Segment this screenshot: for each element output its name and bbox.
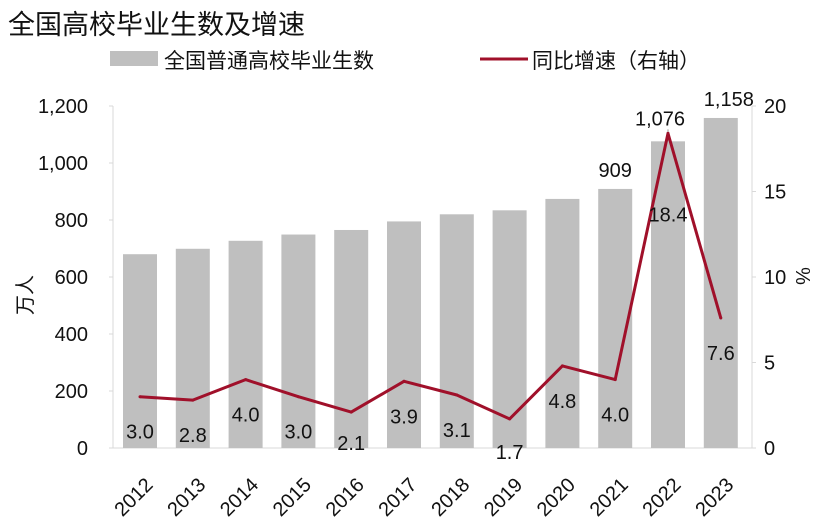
y2-tick-label: 20 bbox=[764, 96, 786, 118]
y-tick-label: 0 bbox=[77, 438, 88, 460]
line-point-2022 bbox=[666, 131, 670, 135]
x-tick-label: 2012 bbox=[111, 474, 158, 521]
y-tick-label: 200 bbox=[55, 381, 88, 403]
y-axis-label: 万人 bbox=[13, 275, 37, 315]
line-point-2020 bbox=[560, 364, 564, 368]
bar-2015 bbox=[281, 234, 316, 448]
bar-data-label: 909 bbox=[599, 160, 632, 182]
bar-2013 bbox=[175, 248, 210, 448]
x-tick-label: 2020 bbox=[533, 474, 580, 521]
y2-tick-label: 15 bbox=[764, 182, 786, 204]
bar-2021 bbox=[598, 188, 633, 448]
y2-tick-label: 5 bbox=[764, 353, 775, 375]
line-point-2021 bbox=[613, 378, 617, 382]
x-tick-label: 2016 bbox=[322, 474, 369, 521]
y2-tick-label: 10 bbox=[764, 267, 786, 289]
y2-axis-label: % bbox=[791, 267, 813, 285]
bar-2016 bbox=[334, 229, 369, 448]
bar-2023 bbox=[703, 117, 738, 448]
legend: 全国普通高校毕业生数 同比增速（右轴） bbox=[110, 49, 700, 73]
y2-tick-label: 0 bbox=[764, 438, 775, 460]
line-point-2015 bbox=[296, 395, 300, 399]
y-tick-label: 400 bbox=[55, 324, 88, 346]
x-tick-label: 2019 bbox=[480, 474, 527, 521]
line-point-2014 bbox=[244, 378, 248, 382]
line-point-2019 bbox=[508, 417, 512, 421]
line-data-label: 4.0 bbox=[601, 405, 629, 427]
bar-2012 bbox=[123, 254, 157, 448]
line-data-label: 3.0 bbox=[126, 422, 154, 444]
line-data-label: 1.7 bbox=[496, 442, 524, 464]
x-tick-label: 2018 bbox=[427, 474, 474, 521]
legend-line-label: 同比增速（右轴） bbox=[532, 49, 700, 73]
line-data-label: 3.1 bbox=[443, 420, 471, 442]
y-tick-label: 1,000 bbox=[38, 153, 88, 175]
line-data-label: 3.9 bbox=[390, 406, 418, 428]
line-point-2012 bbox=[138, 395, 142, 399]
x-tick-label: 2022 bbox=[639, 474, 686, 521]
legend-bar-swatch bbox=[110, 51, 158, 66]
bar-2018 bbox=[439, 214, 474, 448]
line-data-label: 3.0 bbox=[284, 422, 312, 444]
x-tick-label: 2013 bbox=[163, 474, 210, 521]
line-data-label: 2.1 bbox=[337, 433, 365, 455]
line-data-label: 2.8 bbox=[179, 425, 207, 447]
bar-2020 bbox=[545, 198, 580, 448]
x-tick-label: 2017 bbox=[375, 474, 422, 521]
chart-title: 全国高校毕业生数及增速 bbox=[8, 10, 305, 41]
line-data-label: 4.0 bbox=[232, 405, 260, 427]
bar-data-label: 1,158 bbox=[704, 89, 754, 111]
x-tick-label: 2023 bbox=[691, 474, 738, 521]
x-tick-label: 2021 bbox=[586, 474, 633, 521]
line-point-2023 bbox=[719, 316, 723, 320]
line-data-label: 4.8 bbox=[548, 391, 576, 413]
x-tick-label: 2014 bbox=[216, 474, 263, 521]
line-point-2016 bbox=[349, 410, 353, 414]
line-point-2017 bbox=[402, 379, 406, 383]
y-tick-label: 1,200 bbox=[38, 96, 88, 118]
bar-data-label: 1,076 bbox=[635, 108, 685, 130]
x-tick-label: 2015 bbox=[269, 474, 316, 521]
growth-line bbox=[139, 131, 723, 421]
line-data-label: 7.6 bbox=[707, 343, 735, 365]
line-point-2013 bbox=[191, 398, 195, 402]
legend-bar-label: 全国普通高校毕业生数 bbox=[164, 49, 374, 73]
line-point-2018 bbox=[455, 393, 459, 397]
bar-2017 bbox=[387, 221, 421, 448]
y-tick-label: 800 bbox=[55, 210, 88, 232]
bar-2014 bbox=[228, 240, 263, 448]
y-tick-label: 600 bbox=[55, 267, 88, 289]
line-data-label: 18.4 bbox=[649, 204, 688, 226]
